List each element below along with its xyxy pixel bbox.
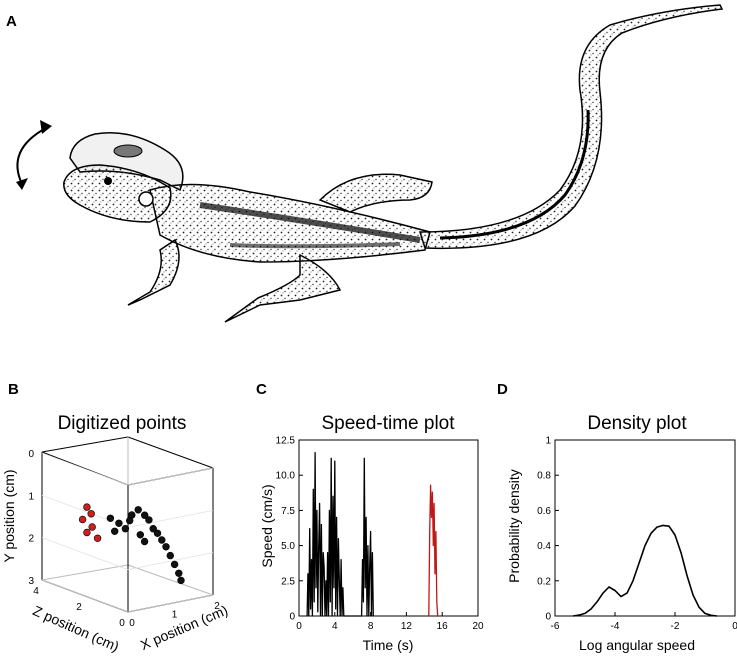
y-axis-label: Speed (cm/s) (259, 484, 275, 567)
scatter-point-1 (88, 523, 96, 531)
z-tick-label: 2 (76, 602, 82, 613)
scatter-point-0 (136, 531, 145, 539)
lizard-raised-leg (318, 173, 433, 213)
y-tick-label: 2 (28, 534, 34, 545)
rotation-arrow-icon (16, 120, 52, 190)
scatter-point-0 (115, 519, 123, 527)
y-tick-label: 0 (289, 612, 295, 623)
grid-line (41, 537, 214, 571)
y-tick-label: 0.8 (537, 471, 551, 482)
scatter-point-1 (83, 528, 91, 537)
y-tick-label: 1 (28, 491, 34, 502)
scatter-point-0 (106, 514, 115, 522)
y-tick-label: 0.2 (537, 576, 551, 587)
y-tick-label: 2.5 (281, 576, 295, 587)
scatter-point-0 (140, 537, 149, 546)
x-tick-label: -4 (611, 621, 620, 632)
lizard-front-leg (127, 238, 180, 306)
scatter-point-0 (141, 511, 149, 519)
z-tick-label: 0 (119, 618, 125, 629)
x-tick-label: 20 (472, 621, 484, 632)
y-tick-label: 0 (28, 449, 34, 460)
x-tick-label: 4 (332, 621, 338, 632)
lizard-hind-leg (224, 253, 342, 323)
x-tick-label: 1 (172, 610, 178, 621)
y-tick-label: 12.5 (276, 436, 296, 447)
scatter-point-0 (110, 527, 119, 535)
x-tick-label: -6 (551, 621, 560, 632)
y-tick-label: 3 (28, 576, 34, 587)
grid-line (41, 452, 214, 486)
plot-box (41, 436, 214, 613)
scatter-point-0 (153, 529, 162, 537)
lizard-head-rotation-illustration (16, 4, 724, 323)
y-tick-label: 1 (545, 436, 551, 447)
grid-line (41, 579, 214, 613)
scatter-point-0 (175, 569, 183, 577)
digitized-points-chart: Digitized points 0 1 2 3 0 1 2 4 2 0 Y position (… (1, 413, 230, 655)
x-tick-label: -2 (671, 621, 680, 632)
y-axis-label: Probability density (506, 469, 522, 583)
scatter-point-0 (162, 543, 170, 551)
x-tick-label: 0 (732, 621, 737, 632)
lizard-head (63, 164, 172, 223)
scatter-point-1 (78, 515, 87, 524)
scatter-point-0 (158, 536, 166, 544)
x-tick-label: 16 (437, 621, 449, 632)
chart-title: Digitized points (58, 413, 187, 434)
x-tick-label: 0 (129, 618, 135, 629)
plot-frame (554, 439, 736, 617)
lizard-body (149, 183, 431, 263)
panel-letter-d: D (497, 381, 508, 398)
y-tick-label: 0.6 (537, 506, 551, 517)
y-tick-label: 0 (545, 612, 551, 623)
panel-letter-c: C (256, 381, 267, 398)
x-axis-label: Log angular speed (579, 637, 695, 653)
plot-frame (298, 439, 479, 617)
y-tick-label: 10.0 (276, 471, 296, 482)
chart-title: Density plot (587, 413, 687, 434)
y-tick-label: 0.4 (537, 541, 551, 552)
scatter-point-0 (149, 524, 157, 533)
density-chart: Density plot Probability density Log ang… (506, 413, 737, 653)
y-axis-label: Y position (cm) (1, 469, 17, 562)
panel-letter-b: B (8, 381, 19, 398)
scatter-point-0 (166, 551, 175, 560)
y-tick-label: 7.5 (281, 506, 295, 517)
z-tick-label: 4 (33, 586, 39, 597)
x-tick-label: 2 (214, 601, 220, 612)
x-axis-label: X position (cm) (138, 602, 230, 653)
series-line-0 (306, 452, 374, 617)
scatter-point-0 (125, 516, 134, 525)
series-line-1 (428, 484, 439, 617)
x-axis-label: Time (s) (363, 637, 414, 653)
scatter-point-1 (93, 534, 102, 542)
scatter-point-0 (145, 516, 153, 524)
series-line-0 (572, 524, 718, 617)
scatter-point-0 (121, 524, 130, 533)
scatter-point-0 (134, 506, 142, 514)
x-tick-label: 12 (401, 621, 413, 632)
y-tick-label: 5.0 (281, 541, 295, 552)
speed-time-chart: Speed-time plot Speed (cm/s) Time (s) 0 4… (259, 413, 484, 653)
scatter-point-1 (83, 503, 91, 511)
scatter-point-1 (87, 510, 95, 518)
x-tick-label: 0 (296, 621, 302, 632)
chart-title: Speed-time plot (321, 413, 455, 434)
panel-letter-a: A (6, 13, 17, 30)
scatter-point-0 (170, 560, 179, 569)
scatter-point-0 (177, 576, 185, 585)
lizard-tail (418, 4, 724, 250)
x-tick-label: 8 (368, 621, 374, 632)
